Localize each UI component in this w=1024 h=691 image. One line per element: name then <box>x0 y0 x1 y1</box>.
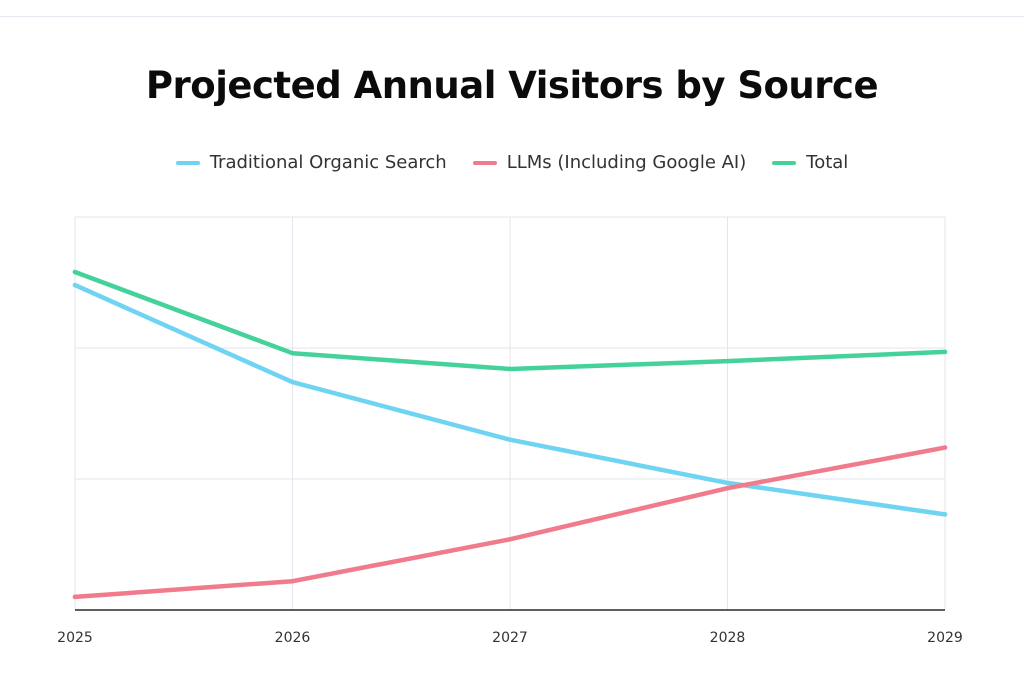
data-point-llms[interactable] <box>72 594 78 600</box>
legend-item-llms[interactable]: LLMs (Including Google AI) <box>472 152 747 173</box>
legend: Traditional Organic Search LLMs (Includi… <box>0 152 1024 173</box>
x-tick-label: 2027 <box>492 630 528 646</box>
data-point-llms[interactable] <box>507 537 513 542</box>
x-tick-label: 2026 <box>275 630 311 646</box>
x-tick-label: 2029 <box>927 630 963 646</box>
data-point-total[interactable] <box>72 269 78 275</box>
data-point-total[interactable] <box>942 349 948 355</box>
data-point-organic[interactable] <box>725 480 730 486</box>
data-point-llms[interactable] <box>942 445 948 450</box>
data-point-organic[interactable] <box>507 437 513 442</box>
legend-swatch-organic <box>175 160 200 165</box>
grid <box>74 216 946 610</box>
data-point-organic[interactable] <box>942 512 948 517</box>
x-tick-label: 2028 <box>710 630 746 646</box>
data-point-llms[interactable] <box>290 578 295 584</box>
legend-swatch-total <box>772 160 797 165</box>
data-point-total[interactable] <box>725 358 730 364</box>
data-point-organic[interactable] <box>290 379 295 385</box>
legend-label-organic: Traditional Organic Search <box>209 152 447 173</box>
legend-label-llms: LLMs (Including Google AI) <box>506 152 747 173</box>
legend-label-total: Total <box>806 152 849 173</box>
data-point-llms[interactable] <box>725 485 730 491</box>
x-axis: 2025 2026 2027 2028 2029 <box>57 609 963 646</box>
x-tick-label: 2025 <box>57 630 93 646</box>
top-divider <box>0 16 1024 17</box>
legend-item-organic[interactable]: Traditional Organic Search <box>175 152 447 173</box>
data-point-organic[interactable] <box>72 282 78 288</box>
data-point-total[interactable] <box>507 366 513 372</box>
legend-swatch-llms <box>472 160 497 165</box>
series-lines <box>72 269 948 600</box>
chart-title: Projected Annual Visitors by Source <box>145 64 879 107</box>
legend-item-total[interactable]: Total <box>772 152 848 173</box>
data-point-total[interactable] <box>290 350 295 356</box>
